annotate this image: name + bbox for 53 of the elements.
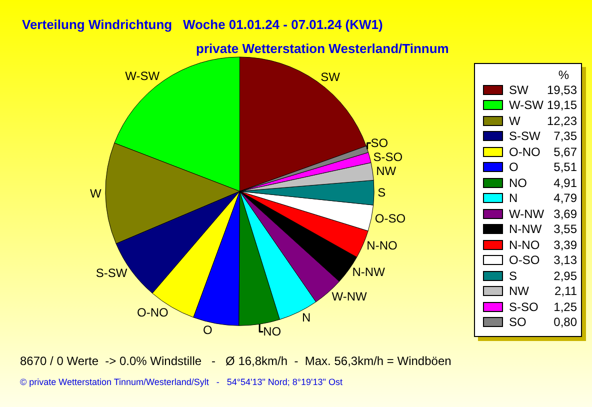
slice-label: W-SW xyxy=(125,68,160,83)
data-label: 3,69 xyxy=(554,206,577,221)
data-label: 3,39 xyxy=(554,238,577,252)
legend-label: N-NO xyxy=(509,238,541,252)
legend-label: S xyxy=(509,268,518,283)
data-label: 4,79 xyxy=(554,191,577,206)
slice-label: N-NW xyxy=(352,265,386,280)
legend-label: W-SW xyxy=(509,98,544,112)
legend-label: SO xyxy=(509,315,528,330)
legend-label: S-SO xyxy=(509,300,540,314)
data-label: 5,51 xyxy=(554,160,577,174)
data-label: 4,91 xyxy=(554,176,577,190)
chart-subtitle: private Wetterstation Westerland/Tinnum xyxy=(196,41,449,56)
data-label: 2,11 xyxy=(554,284,577,298)
data-label: 3,13 xyxy=(554,253,577,268)
data-label: 5,67 xyxy=(554,144,577,159)
legend-label: O-NO xyxy=(509,144,542,159)
slice-label: W xyxy=(90,186,102,201)
legend-label: N xyxy=(509,191,519,206)
legend-label: O xyxy=(509,160,520,174)
data-label: 19,53 xyxy=(546,82,577,97)
slice-label: O-NO xyxy=(136,305,168,320)
text: 8670 / 0 Werte -> 0.0% Windstille - Ø 16,8km/h - Max. 56,3km/h = Windböen xyxy=(20,354,452,368)
slice-label: S-SW xyxy=(96,266,128,280)
legend-title: % xyxy=(557,68,570,82)
text: © private Wetterstation Tinnum/Westerland/Sylt - 54°54'13" Nord; 8°19'13" Ost xyxy=(20,377,342,387)
slice-label: S xyxy=(378,186,386,200)
chart-title: Verteilung Windrichtung Woche 01.01.24 - 07.01.24 (KW1) xyxy=(22,17,383,32)
data-label: 3,55 xyxy=(554,222,577,236)
data-label: 1,25 xyxy=(554,300,577,314)
data-label: 12,23 xyxy=(546,114,577,128)
legend-label: W xyxy=(509,114,522,128)
legend-label: N-NW xyxy=(509,222,543,236)
legend-label: O-SO xyxy=(509,253,541,268)
slice-label: SO xyxy=(370,136,388,150)
legend-label: W-NW xyxy=(509,206,546,221)
data-label: 0,80 xyxy=(554,315,577,330)
slice-label: SW xyxy=(320,70,341,84)
data-label: 19,15 xyxy=(546,98,577,112)
slice-label: NO xyxy=(263,324,282,339)
slice-label: N-NO xyxy=(366,238,398,252)
legend-label: NW xyxy=(509,284,530,298)
slice-label: NW xyxy=(376,164,397,178)
legend-label: NO xyxy=(509,176,528,190)
legend-label: S-SW xyxy=(509,129,542,144)
slice-label: O xyxy=(202,323,212,338)
data-label: 2,95 xyxy=(554,268,577,283)
slice-label: O-SO xyxy=(374,211,406,226)
slice-label: N xyxy=(302,310,311,325)
data-label: 7,35 xyxy=(554,129,577,144)
slice-label: W-NW xyxy=(332,289,368,304)
legend-label: SW xyxy=(509,82,530,97)
slice-label: S-SO xyxy=(373,150,403,164)
